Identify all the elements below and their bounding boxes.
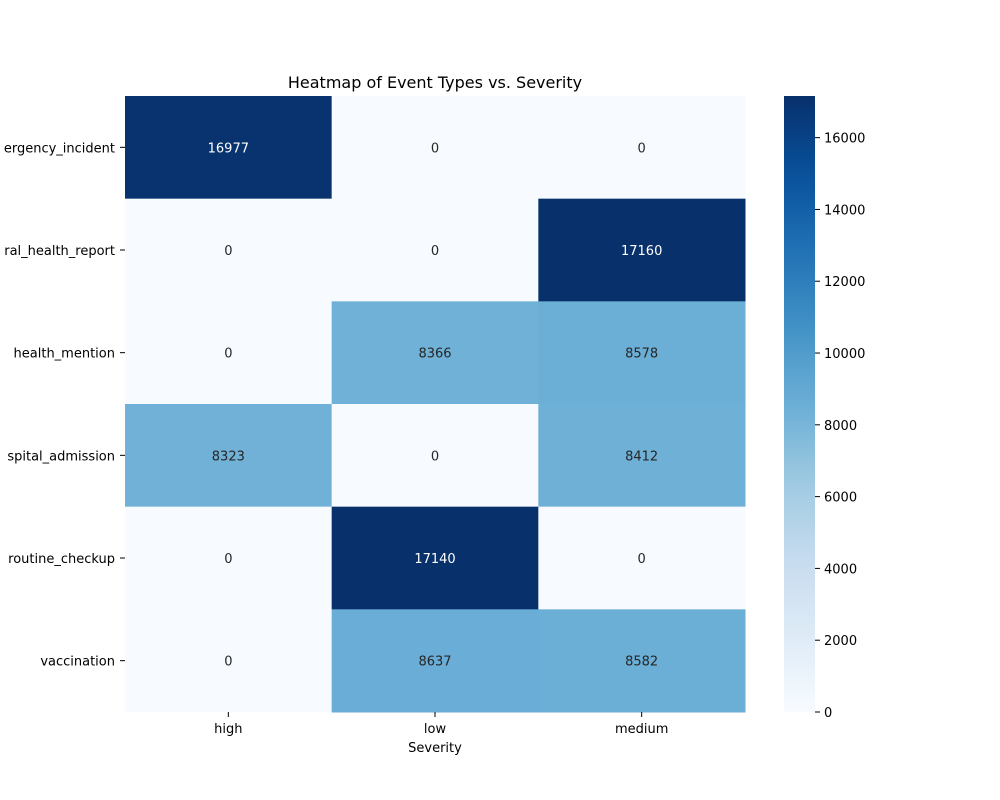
colorbar <box>784 96 815 712</box>
cell-value-label: 0 <box>431 449 439 464</box>
heatmap-cell <box>331 609 539 713</box>
colorbar-tick-label: 16000 <box>824 132 865 147</box>
heatmap-cell <box>125 609 333 713</box>
cell-value-label: 17160 <box>621 244 662 259</box>
colorbar-tick-label: 10000 <box>824 347 865 362</box>
y-tick-label: vaccination <box>40 655 115 670</box>
cell-value-label: 0 <box>224 552 232 567</box>
cell-value-label: 8582 <box>625 655 658 670</box>
heatmap-cell <box>331 96 539 200</box>
heatmap-cell <box>538 96 746 200</box>
heatmap-cell <box>125 404 333 508</box>
colorbar-tick-label: 8000 <box>824 419 857 434</box>
cell-value-label: 8578 <box>625 347 658 362</box>
cell-value-label: 0 <box>638 552 646 567</box>
heatmap-cell <box>125 96 333 200</box>
heatmap-cells <box>125 96 746 713</box>
heatmap-cell <box>538 506 746 610</box>
y-axis: ergency_incident ral_health_report health_… <box>4 141 125 670</box>
x-tick-label: low <box>424 722 447 737</box>
heatmap-cell <box>331 404 539 508</box>
heatmap-cell <box>538 301 746 405</box>
cell-value-label: 0 <box>431 141 439 156</box>
x-tick-label: medium <box>615 722 668 737</box>
colorbar-tick-label: 0 <box>824 706 832 721</box>
x-tick-label: high <box>214 722 242 737</box>
colorbar-tick-label: 14000 <box>824 203 865 218</box>
heatmap-cell <box>538 198 746 302</box>
cell-value-label: 8323 <box>212 449 245 464</box>
heatmap-cell <box>331 198 539 302</box>
heatmap-cell <box>125 506 333 610</box>
colorbar-tick-label: 2000 <box>824 634 857 649</box>
heatmap-cell <box>125 198 333 302</box>
cell-value-label: 8366 <box>418 347 451 362</box>
cell-value-label: 16977 <box>208 141 249 156</box>
heatmap-cell <box>331 506 539 610</box>
cell-value-label: 0 <box>431 244 439 259</box>
heatmap-cell <box>538 609 746 713</box>
y-tick-label: routine_checkup <box>8 552 115 567</box>
cell-value-label: 8637 <box>418 655 451 670</box>
cell-value-label: 0 <box>224 655 232 670</box>
cell-value-label: 8412 <box>625 449 658 464</box>
heatmap-cell <box>125 301 333 405</box>
y-tick-label: ergency_incident <box>4 141 115 156</box>
heatmap-cell-labels: 16977 0 0 0 0 17160 0 8366 8578 8323 0 8412 0 17140 0 0… <box>208 141 663 669</box>
x-axis-label: Severity <box>408 741 462 756</box>
y-tick-label: health_mention <box>14 347 115 362</box>
y-tick-label: ral_health_report <box>4 244 115 259</box>
colorbar-tick-label: 12000 <box>824 275 865 290</box>
cell-value-label: 0 <box>224 244 232 259</box>
heatmap-cell <box>538 404 746 508</box>
cell-value-label: 0 <box>224 347 232 362</box>
colorbar-gradient <box>784 96 815 712</box>
colorbar-tick-label: 6000 <box>824 491 857 506</box>
y-tick-label: spital_admission <box>7 449 115 464</box>
x-axis: high low medium <box>214 712 668 737</box>
colorbar-tick-label: 4000 <box>824 562 857 577</box>
chart-title: Heatmap of Event Types vs. Severity <box>288 73 582 92</box>
colorbar-axis: 0 2000 4000 6000 8000 10000 12000 14000 16000 <box>815 132 865 721</box>
heatmap-cell <box>331 301 539 405</box>
cell-value-label: 0 <box>638 141 646 156</box>
cell-value-label: 17140 <box>414 552 455 567</box>
